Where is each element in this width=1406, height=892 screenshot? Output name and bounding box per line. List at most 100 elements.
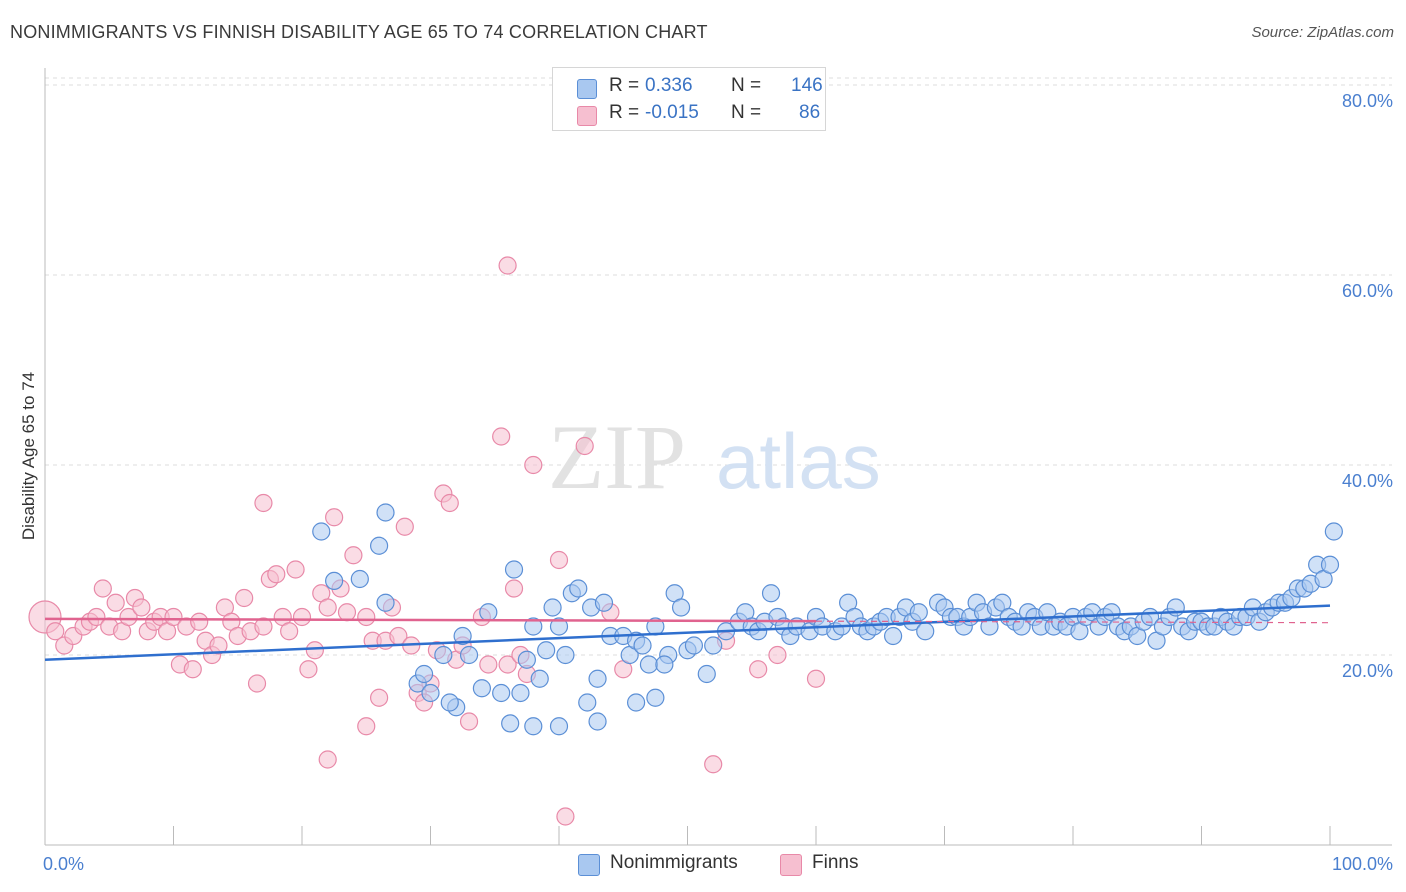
nonimmigrants-point bbox=[501, 714, 520, 733]
nonimmigrants-point bbox=[524, 617, 543, 636]
nonimmigrants-point bbox=[421, 683, 440, 703]
nonimmigrants-trend-line bbox=[44, 604, 1331, 661]
nonimmigrants-point bbox=[556, 645, 575, 665]
finns-point bbox=[254, 493, 273, 513]
nonimmigrants-point bbox=[909, 603, 928, 622]
finns-point bbox=[318, 750, 337, 769]
legend-label: Nonimmigrants bbox=[610, 852, 738, 873]
finns-point bbox=[132, 598, 151, 617]
nonimmigrants-point bbox=[684, 636, 704, 655]
nonimmigrants-swatch bbox=[578, 854, 600, 876]
chart-title: NONIMMIGRANTS VS FINNISH DISABILITY AGE … bbox=[10, 22, 708, 42]
nonimmigrants-point bbox=[511, 683, 530, 703]
nonimmigrants-point bbox=[626, 693, 646, 712]
nonimmigrants-point bbox=[704, 636, 723, 655]
nonimmigrants-point bbox=[543, 598, 562, 617]
finns-point bbox=[344, 546, 363, 565]
finns-point bbox=[768, 645, 787, 665]
nonimmigrants-point bbox=[1324, 522, 1343, 541]
finns-point bbox=[498, 655, 517, 674]
finns-point bbox=[190, 612, 209, 631]
axes bbox=[44, 68, 1392, 846]
correlation-legend: R = 0.336 N = 146 R = -0.015 N = 86 bbox=[552, 67, 826, 131]
nonimmigrants-point bbox=[588, 712, 607, 731]
nonimmigrants-point bbox=[633, 636, 652, 655]
nonimmigrants-point bbox=[472, 679, 491, 698]
y-tick-label: 20.0% bbox=[1342, 661, 1393, 681]
finns-point bbox=[556, 807, 575, 826]
y-axis-label: Disability Age 65 to 74 bbox=[19, 372, 38, 540]
nonimmigrants-point bbox=[594, 593, 614, 612]
nonimmigrants-point bbox=[530, 669, 549, 688]
n-label: N = bbox=[731, 75, 762, 96]
nonimmigrants-point bbox=[524, 717, 543, 736]
nonimmigrants-point bbox=[312, 522, 331, 541]
finns-point bbox=[524, 455, 543, 475]
r-label: R = bbox=[609, 75, 640, 96]
finns-point bbox=[749, 660, 768, 679]
r-label: R = bbox=[609, 102, 640, 123]
x-tick-label: 100.0% bbox=[1332, 854, 1393, 874]
finns-point bbox=[504, 579, 524, 598]
finns-points bbox=[28, 256, 826, 826]
nonimmigrants-point bbox=[440, 693, 459, 712]
n-value: 146 bbox=[791, 75, 823, 96]
finns-point bbox=[299, 660, 318, 679]
finns-trend-line-extension bbox=[815, 620, 1331, 624]
finns-point bbox=[164, 607, 183, 627]
watermark-zip: ZIP bbox=[548, 406, 686, 508]
finns-point bbox=[106, 593, 125, 612]
finns-point bbox=[119, 607, 138, 627]
grid-lines bbox=[45, 77, 1392, 656]
finns-point bbox=[479, 655, 498, 674]
n-value: 86 bbox=[799, 102, 821, 123]
watermark-atlas: atlas bbox=[716, 417, 881, 505]
finns-point bbox=[87, 607, 106, 627]
nonimmigrants-point bbox=[646, 688, 665, 707]
nonimmigrants-point bbox=[459, 645, 479, 665]
finns-point bbox=[395, 517, 414, 536]
finns-swatch bbox=[577, 106, 597, 126]
n-label: N = bbox=[731, 102, 762, 123]
nonimmigrants-point bbox=[761, 584, 781, 603]
finns-point bbox=[459, 712, 479, 731]
y-tick-labels: 20.0% 40.0% 60.0% 80.0% bbox=[1342, 91, 1393, 681]
nonimmigrants-point bbox=[453, 626, 472, 646]
finns-point bbox=[235, 588, 254, 608]
trend-lines bbox=[44, 604, 1331, 661]
nonimmigrants-point bbox=[492, 683, 511, 703]
nonimmigrants-point bbox=[434, 645, 453, 665]
nonimmigrants-point bbox=[325, 571, 344, 591]
x-tick-label: 0.0% bbox=[43, 854, 84, 874]
nonimmigrants-point bbox=[549, 617, 569, 636]
finns-swatch bbox=[780, 854, 802, 876]
nonimmigrants-point bbox=[479, 603, 498, 622]
watermark: ZIP atlas bbox=[548, 406, 881, 508]
finns-point bbox=[254, 617, 273, 636]
nonimmigrants-swatch bbox=[577, 79, 597, 99]
nonimmigrants-point bbox=[588, 669, 607, 688]
r-value: 0.336 bbox=[645, 75, 693, 96]
nonimmigrants-point bbox=[517, 650, 536, 669]
finns-point bbox=[704, 755, 723, 774]
finns-point bbox=[286, 560, 305, 579]
finns-point bbox=[292, 607, 312, 627]
nonimmigrants-point bbox=[1320, 555, 1340, 574]
finns-point bbox=[325, 508, 344, 527]
finns-point bbox=[46, 622, 65, 641]
nonimmigrants-point bbox=[655, 655, 674, 674]
finns-point bbox=[498, 256, 517, 275]
nonimmigrants-point bbox=[671, 598, 691, 617]
nonimmigrants-point bbox=[376, 593, 395, 612]
finns-point bbox=[209, 636, 228, 655]
r-value: -0.015 bbox=[645, 102, 699, 123]
finns-point bbox=[357, 607, 376, 627]
nonimmigrants-point bbox=[414, 664, 434, 684]
finns-point bbox=[280, 622, 299, 641]
chart-source: Source: ZipAtlas.com bbox=[1251, 24, 1394, 41]
nonimmigrants-point bbox=[504, 560, 524, 579]
finns-point bbox=[247, 674, 267, 693]
nonimmigrants-point bbox=[376, 503, 395, 522]
finns-point bbox=[575, 436, 594, 456]
finns-point bbox=[549, 550, 569, 570]
